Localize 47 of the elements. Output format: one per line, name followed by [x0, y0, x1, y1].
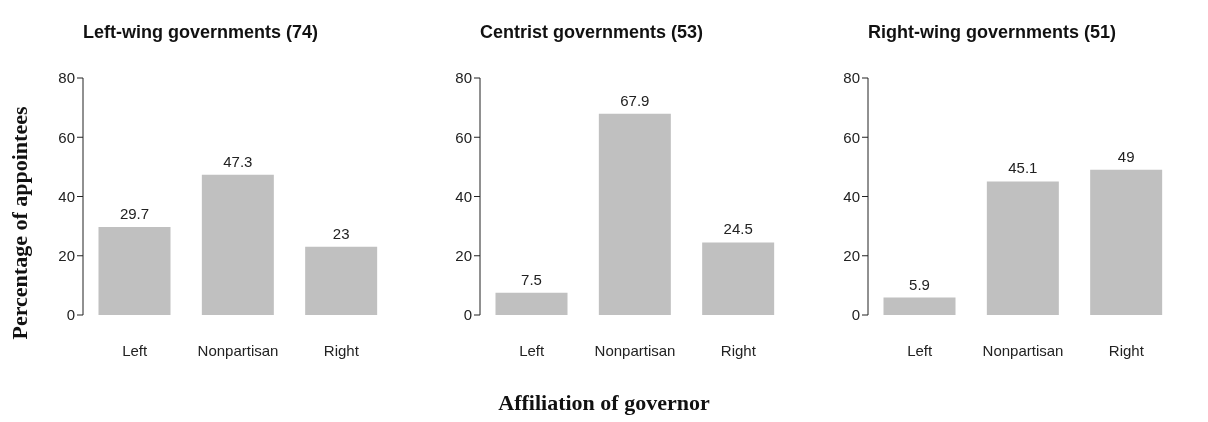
chart-title: Centrist governments (53): [480, 22, 705, 43]
data-label: 24.5: [723, 220, 753, 238]
data-label: 29.7: [119, 205, 150, 223]
y-tick-label: 60: [455, 128, 472, 146]
y-tick-label: 40: [58, 187, 75, 205]
x-tick-label: Nonpartisan: [197, 341, 279, 359]
chart-title: Right-wing governments (51): [868, 22, 1117, 43]
data-label: 7.5: [521, 270, 542, 288]
y-tick-label: 80: [58, 69, 75, 87]
data-label: 5.9: [909, 275, 930, 293]
data-label: 47.3: [223, 152, 253, 170]
y-tick-label: 60: [843, 128, 860, 146]
chart-title: Left-wing governments (74): [83, 22, 320, 43]
bar: [883, 297, 956, 315]
bar: [201, 174, 274, 315]
x-tick-label: Nonpartisan: [594, 341, 676, 359]
x-tick-label: Left: [519, 341, 545, 359]
x-tick-label: Right: [720, 341, 757, 359]
y-tick-label: 60: [58, 128, 75, 146]
bar: [1090, 169, 1163, 315]
x-tick-label: Right: [323, 341, 360, 359]
y-tick-label: 0: [66, 306, 75, 324]
data-label: 45.1: [1008, 159, 1038, 177]
data-label: 49: [1117, 147, 1135, 165]
y-tick-label: 20: [455, 247, 472, 265]
y-tick-label: 40: [455, 187, 472, 205]
bar: [598, 113, 671, 315]
y-tick-label: 80: [843, 69, 860, 87]
x-axis-title: Affiliation of governor: [498, 390, 710, 416]
y-tick-label: 0: [851, 306, 860, 324]
data-label: 67.9: [620, 91, 650, 109]
x-tick-label: Right: [1108, 341, 1145, 359]
y-tick-label: 40: [843, 187, 860, 205]
bar: [98, 227, 171, 315]
y-tick-label: 0: [463, 306, 472, 324]
y-axis-title: Percentage of appointees: [7, 106, 33, 340]
x-tick-label: Nonpartisan: [982, 341, 1064, 359]
bar: [305, 246, 378, 315]
x-tick-label: Left: [907, 341, 933, 359]
y-tick-label: 20: [843, 247, 860, 265]
data-label: 23: [332, 224, 350, 242]
y-tick-label: 80: [455, 69, 472, 87]
bar: [986, 181, 1059, 315]
bar: [495, 292, 568, 315]
x-tick-label: Left: [122, 341, 148, 359]
y-tick-label: 20: [58, 247, 75, 265]
bar: [702, 242, 775, 315]
